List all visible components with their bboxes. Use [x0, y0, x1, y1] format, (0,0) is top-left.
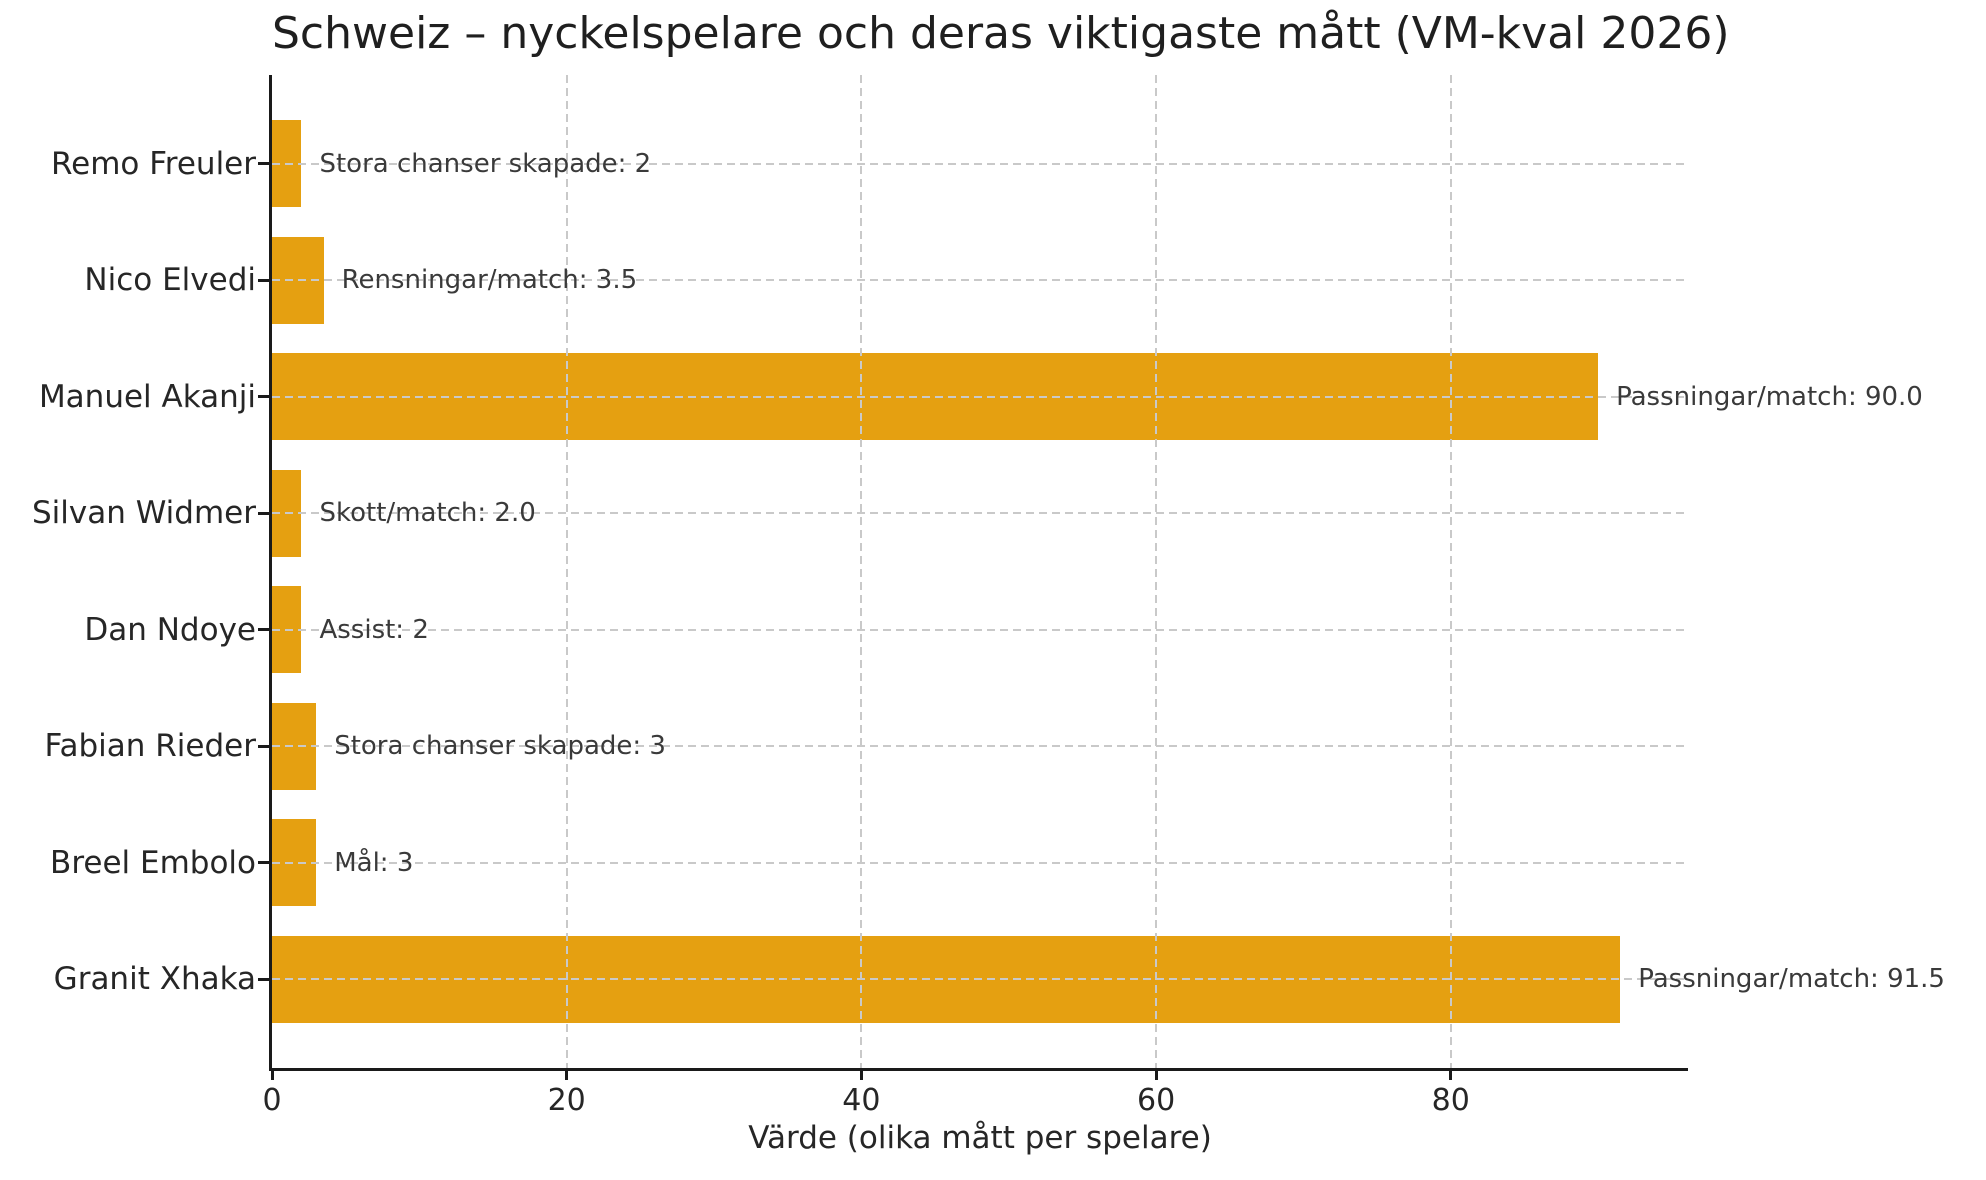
x-tick-label: 80: [1431, 1083, 1470, 1118]
bar-annotation: Skott/match: 2.0: [319, 498, 536, 529]
bar-annotation: Mål: 3: [334, 847, 414, 878]
gridline-vertical: [860, 75, 863, 1068]
gridline-horizontal: [272, 978, 1688, 981]
bar-annotation: Stora chanser skapade: 3: [334, 731, 666, 762]
y-tick-mark: [258, 395, 269, 399]
gridline-horizontal: [272, 861, 1688, 864]
chart-title: Schweiz – nyckelspelare och deras viktig…: [272, 8, 1730, 59]
x-tick-label: 0: [262, 1083, 282, 1118]
player-label: Remo Freuler: [50, 145, 256, 182]
y-tick-mark: [258, 744, 269, 748]
y-tick-mark: [258, 628, 269, 632]
bar-annotation: Rensningar/match: 3.5: [341, 265, 638, 296]
gridline-vertical: [565, 75, 568, 1068]
y-tick-mark: [258, 977, 269, 981]
gridline-vertical: [1449, 75, 1452, 1068]
player-label: Fabian Rieder: [44, 728, 257, 765]
gridline-horizontal: [272, 395, 1688, 398]
x-axis-title: Värde (olika mått per spelare): [748, 1120, 1212, 1156]
gridline-horizontal: [272, 745, 1688, 748]
bar-annotation: Stora chanser skapade: 2: [319, 148, 652, 179]
gridline-horizontal: [272, 512, 1688, 515]
x-axis-spine: [269, 1068, 1688, 1071]
x-tick-mark: [1154, 1069, 1158, 1080]
x-tick-label: 60: [1136, 1083, 1176, 1118]
y-tick-mark: [258, 511, 269, 515]
bar-annotation: Passningar/match: 91.5: [1638, 964, 1945, 995]
player-label: Nico Elvedi: [84, 262, 256, 299]
player-label: Breel Embolo: [50, 844, 256, 881]
x-tick-mark: [859, 1069, 863, 1080]
player-label: Granit Xhaka: [53, 961, 256, 998]
y-tick-mark: [258, 162, 269, 166]
y-axis-spine: [269, 75, 272, 1071]
plot-area: 0 20 40 60 80 Remo Freuler Stora chanser skapa…: [32, 75, 1945, 1118]
bar-annotation: Passningar/match: 90.0: [1616, 381, 1923, 412]
player-label: Manuel Akanji: [38, 378, 256, 415]
bar-annotation: Assist: 2: [319, 614, 429, 645]
y-tick-mark: [258, 278, 269, 282]
player-label: Dan Ndoye: [84, 611, 256, 648]
x-tick-mark: [270, 1069, 274, 1080]
gridline-horizontal: [272, 628, 1688, 631]
x-tick-mark: [565, 1069, 569, 1080]
player-label: Silvan Widmer: [31, 495, 256, 532]
x-tick-label: 40: [842, 1083, 881, 1118]
y-tick-mark: [258, 861, 269, 865]
x-tick-label: 20: [547, 1083, 586, 1118]
x-tick-mark: [1449, 1069, 1453, 1080]
gridline-vertical: [1155, 75, 1158, 1068]
gridline-horizontal: [272, 162, 1688, 165]
gridline-horizontal: [272, 279, 1688, 282]
